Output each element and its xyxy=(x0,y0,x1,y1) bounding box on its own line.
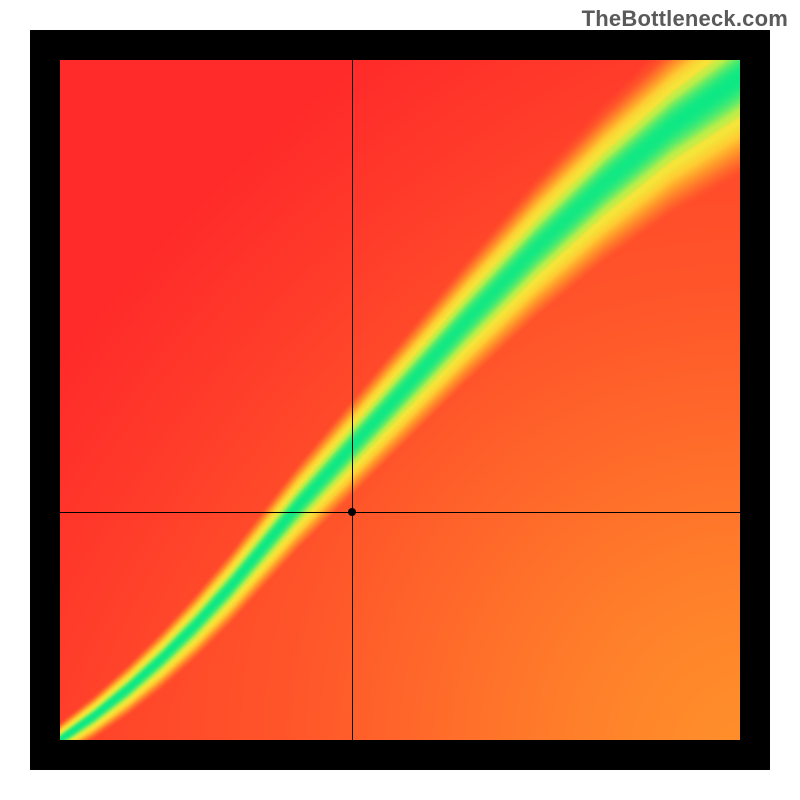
heatmap-canvas xyxy=(60,60,740,740)
crosshair-marker xyxy=(348,508,356,516)
watermark-text: TheBottleneck.com xyxy=(582,6,788,32)
crosshair-horizontal xyxy=(60,512,740,513)
heatmap-plot xyxy=(60,60,740,740)
crosshair-vertical xyxy=(352,60,353,740)
chart-frame xyxy=(30,30,770,770)
